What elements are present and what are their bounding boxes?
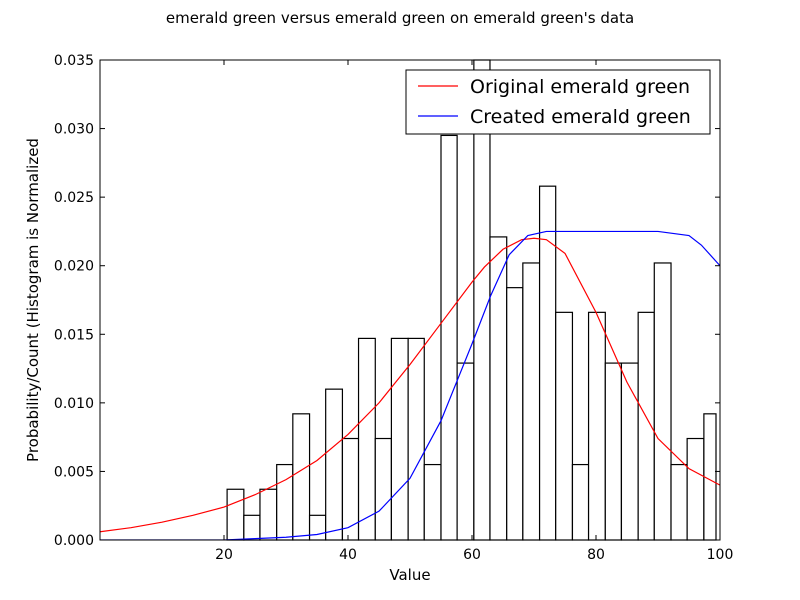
plot-frame xyxy=(99,59,721,541)
y-tick-label: 0.020 xyxy=(54,259,94,275)
histogram-bar xyxy=(276,463,294,541)
y-axis-label: Probability/Count (Histogram is Normaliz… xyxy=(24,138,42,462)
x-axis-label: Value xyxy=(389,566,430,584)
histogram-bar xyxy=(456,362,475,541)
histogram-bar xyxy=(226,488,245,541)
legend-label-original: Original emerald green xyxy=(470,76,690,98)
histogram-bar xyxy=(686,437,705,541)
legend-label-created: Created emerald green xyxy=(470,106,691,128)
histogram-bar xyxy=(670,463,688,541)
histogram-bar xyxy=(374,437,392,541)
histogram-bar xyxy=(522,262,541,541)
histogram-bar xyxy=(604,362,623,541)
histogram-bar xyxy=(292,413,311,541)
histogram-bar xyxy=(308,514,327,541)
series-line-created xyxy=(100,230,720,540)
y-tick-label: 0.010 xyxy=(54,396,94,412)
histogram-bar xyxy=(587,311,606,541)
histogram-bar xyxy=(489,236,508,541)
x-tick-label: 40 xyxy=(339,547,357,563)
y-tick-label: 0.025 xyxy=(54,190,94,206)
y-tick-label: 0.015 xyxy=(54,327,94,343)
histogram-bars xyxy=(226,59,717,541)
legend: Original emerald green Created emerald g… xyxy=(405,69,711,135)
histogram-bar xyxy=(506,287,524,541)
histogram-bar xyxy=(407,337,425,541)
x-tick-label: 100 xyxy=(707,547,734,563)
histogram-bar xyxy=(390,337,409,541)
y-tick-label: 0.000 xyxy=(54,533,94,549)
histogram-bar xyxy=(440,134,458,541)
histogram-bar xyxy=(357,337,376,541)
y-tick-label: 0.030 xyxy=(54,122,94,138)
chart-title: emerald green versus emerald green on em… xyxy=(166,9,634,27)
x-tick-label: 80 xyxy=(587,547,605,563)
histogram-bar xyxy=(571,463,590,541)
histogram-bar xyxy=(243,514,261,541)
x-tick-label: 20 xyxy=(215,547,233,563)
y-axis-ticks: 0.000 0.005 0.010 0.015 0.020 0.025 0.030 0.035 xyxy=(54,53,720,549)
histogram-bar xyxy=(341,437,360,541)
series-line-original xyxy=(100,237,720,533)
x-tick-label: 60 xyxy=(463,547,481,563)
histogram-bar xyxy=(620,362,639,541)
pdf-lines xyxy=(100,230,720,540)
y-tick-label: 0.035 xyxy=(54,53,94,69)
histogram-bar xyxy=(325,388,344,541)
histogram-bar xyxy=(555,311,574,541)
y-tick-label: 0.005 xyxy=(54,464,94,480)
histogram-bar xyxy=(423,463,442,541)
x-axis-ticks: 20 40 60 80 100 xyxy=(215,60,733,563)
histogram-bar xyxy=(259,488,278,541)
histogram-bar xyxy=(653,262,672,541)
legend-box xyxy=(405,69,711,135)
